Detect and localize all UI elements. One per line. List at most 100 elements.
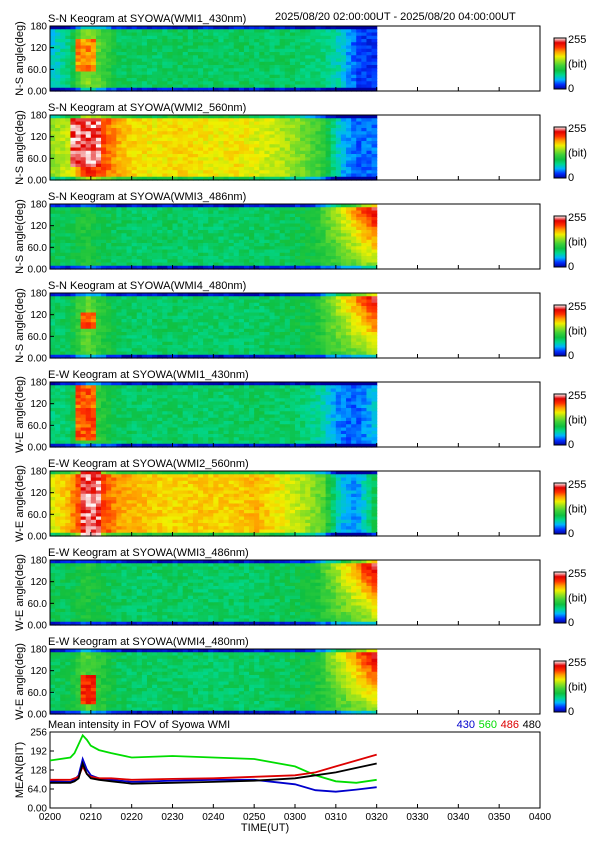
keogram-cell xyxy=(335,154,342,158)
keogram-cell xyxy=(310,173,317,178)
keogram-cell xyxy=(106,173,112,178)
keogram-cell xyxy=(346,81,352,86)
keogram-cell xyxy=(90,141,97,145)
keogram-cell xyxy=(75,220,82,225)
keogram-cell xyxy=(50,128,56,132)
keogram-cell xyxy=(167,61,174,66)
keogram-cell xyxy=(305,173,311,178)
keogram-cell xyxy=(254,39,260,43)
keogram-cell xyxy=(269,173,276,178)
keogram-cell xyxy=(126,39,133,43)
y-tick-label: 60.0 xyxy=(28,243,48,254)
keogram-cell xyxy=(264,68,271,73)
keogram-cell xyxy=(152,137,158,142)
keogram-cell xyxy=(295,78,301,82)
keogram-cell xyxy=(177,71,184,76)
keogram-cell xyxy=(223,81,230,86)
keogram-cell xyxy=(274,29,281,34)
keogram-cell xyxy=(274,170,281,175)
keogram-cell xyxy=(310,176,317,181)
colorbar xyxy=(553,37,567,90)
keogram-cell xyxy=(203,144,209,149)
keogram-cell xyxy=(198,58,204,63)
keogram-cell xyxy=(85,249,92,254)
keogram-cell xyxy=(259,58,265,63)
keogram-cell xyxy=(187,78,194,82)
keogram-cell xyxy=(340,61,347,66)
keogram-cell xyxy=(243,134,250,139)
keogram-cell xyxy=(146,147,153,152)
keogram-cell xyxy=(60,160,66,165)
keogram-cell xyxy=(228,157,235,162)
keogram-cell xyxy=(121,81,128,86)
keogram-cell xyxy=(208,144,214,149)
keogram-cell xyxy=(371,131,378,136)
keogram-cell xyxy=(233,39,240,43)
keogram-title: S-N Keogram at SYOWA(WMI4_480nm) xyxy=(48,280,246,292)
keogram-cell xyxy=(172,87,179,92)
keogram-cell xyxy=(259,150,265,155)
keogram-cell xyxy=(177,45,184,50)
keogram-cell xyxy=(90,163,97,168)
keogram-cell xyxy=(259,68,265,73)
keogram-cell xyxy=(70,154,77,158)
keogram-cell xyxy=(249,32,255,37)
keogram-cell xyxy=(167,74,174,79)
keogram-cell xyxy=(152,81,158,86)
keogram-cell xyxy=(126,52,133,56)
keogram-cell xyxy=(60,137,66,142)
keogram-cell xyxy=(346,71,352,76)
keogram-cell xyxy=(187,150,194,155)
keogram-cell xyxy=(95,39,102,43)
keogram-cell xyxy=(65,48,72,53)
keogram-cell xyxy=(136,128,143,132)
keogram-cell xyxy=(75,141,82,145)
keogram-cell xyxy=(243,68,250,73)
keogram-cell xyxy=(203,58,209,63)
keogram-cell xyxy=(95,210,102,215)
keogram-cell xyxy=(172,68,179,73)
keogram-cell xyxy=(361,71,368,76)
keogram-cell xyxy=(162,55,168,60)
keogram-cell xyxy=(126,176,133,181)
keogram-cell xyxy=(136,68,143,73)
keogram-cell xyxy=(346,26,352,30)
keogram-cell xyxy=(55,131,61,136)
keogram-cell xyxy=(167,147,174,152)
keogram-cell xyxy=(295,137,301,142)
keogram-cell xyxy=(335,68,342,73)
keogram-cell xyxy=(279,173,286,178)
keogram-cell xyxy=(80,157,87,162)
keogram-cell xyxy=(167,137,174,142)
keogram-cell xyxy=(60,249,66,254)
keogram-cell xyxy=(65,265,72,270)
keogram-cell xyxy=(101,35,107,40)
keogram-cell xyxy=(152,78,158,82)
keogram-cell xyxy=(279,35,286,40)
keogram-cell xyxy=(75,58,82,63)
keogram-cell xyxy=(340,74,347,79)
keogram-cell xyxy=(274,45,281,50)
keogram-cell xyxy=(366,32,373,37)
y-tick-label: 0.00 xyxy=(28,265,48,276)
keogram-cell xyxy=(136,45,143,50)
keogram-cell xyxy=(177,48,184,53)
keogram-cell xyxy=(325,141,332,145)
keogram-cell xyxy=(75,173,82,178)
keogram-cell xyxy=(269,115,276,119)
y-axis-label: N-S angle(deg) xyxy=(14,21,26,96)
keogram-cell xyxy=(116,256,123,260)
keogram-cell xyxy=(254,160,260,165)
keogram-cell xyxy=(223,35,230,40)
keogram-cell xyxy=(295,58,301,63)
keogram-cell xyxy=(228,29,235,34)
keogram-cell xyxy=(50,29,56,34)
keogram-cell xyxy=(172,131,179,136)
keogram-cell xyxy=(340,176,347,181)
keogram-cell xyxy=(203,87,209,92)
keogram-cell xyxy=(320,29,327,34)
keogram-cell xyxy=(264,176,271,181)
keogram-cell xyxy=(361,68,368,73)
keogram-cell xyxy=(295,141,301,145)
keogram-cell xyxy=(284,26,291,30)
